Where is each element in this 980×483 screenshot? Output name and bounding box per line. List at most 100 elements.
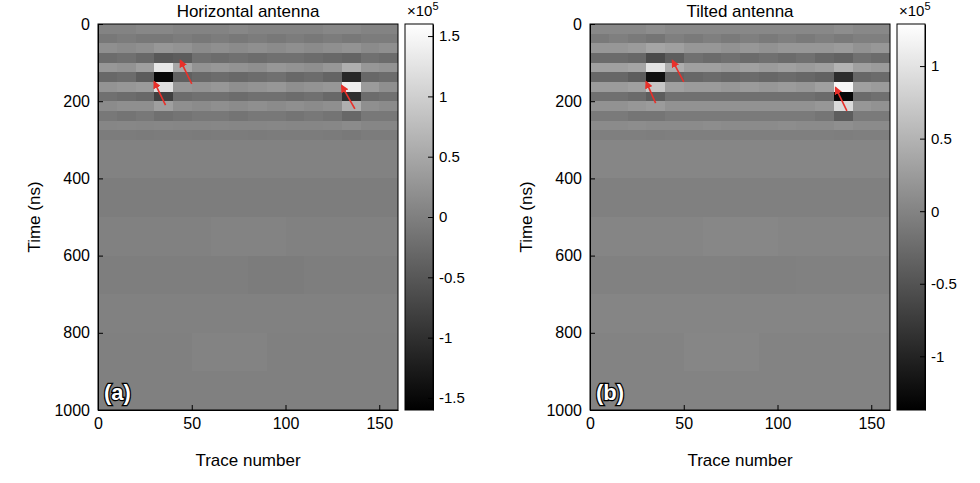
y-tick-mark <box>590 410 595 411</box>
heatmap-cell <box>590 82 609 92</box>
heatmap-cell <box>304 140 323 179</box>
heatmap-cell <box>778 140 797 179</box>
heatmap-cell <box>721 217 740 256</box>
heatmap-cell <box>267 43 286 53</box>
heatmap-cell <box>740 92 759 102</box>
heatmap-cell <box>778 92 797 102</box>
heatmap-cell <box>590 130 609 140</box>
heatmap-cell <box>628 34 647 44</box>
heatmap-cell <box>684 82 703 92</box>
heatmap-cell <box>229 101 248 111</box>
heatmap-cell <box>229 371 248 410</box>
heatmap-cell <box>609 178 628 217</box>
heatmap-cell <box>192 92 211 102</box>
heatmap-cell <box>136 101 155 111</box>
heatmap-cell <box>211 24 230 34</box>
heatmap-cell <box>211 34 230 44</box>
heatmap-cell <box>379 371 398 410</box>
plot-area <box>98 24 398 410</box>
heatmap-cell <box>740 63 759 73</box>
y-tick-mark <box>590 333 595 334</box>
heatmap-cell <box>853 294 872 333</box>
heatmap-cell <box>740 34 759 44</box>
heatmap-cell <box>304 111 323 121</box>
heatmap-cell <box>590 43 609 53</box>
heatmap-cell <box>248 82 267 92</box>
heatmap-cell <box>267 371 286 410</box>
heatmap-cell <box>304 178 323 217</box>
heatmap-cell <box>590 72 609 82</box>
x-tick: 150 <box>366 405 393 432</box>
heatmap-cell <box>136 43 155 53</box>
colorbar-tick: 0 <box>920 202 939 219</box>
heatmap-cell <box>721 111 740 121</box>
heatmap-cell <box>778 72 797 82</box>
arrow <box>646 82 655 103</box>
arrow <box>342 86 355 109</box>
heatmap-cell <box>815 34 834 44</box>
heatmap-cell <box>211 101 230 111</box>
colorbar-tick-label: -1 <box>931 348 944 365</box>
heatmap-cell <box>211 256 230 295</box>
heatmap-cell <box>117 63 136 73</box>
heatmap-cell <box>871 63 890 73</box>
x-axis-line <box>99 410 399 411</box>
heatmap-cell <box>796 256 815 295</box>
x-tick-mark <box>684 405 685 410</box>
heatmap-cell <box>248 217 267 256</box>
heatmap-cell <box>229 34 248 44</box>
heatmap-cell <box>665 111 684 121</box>
heatmap-cell <box>342 63 361 73</box>
heatmap-cell <box>646 34 665 44</box>
heatmap-cell <box>98 24 117 34</box>
heatmap-cell <box>703 63 722 73</box>
heatmap-cell <box>211 294 230 333</box>
heatmap-cell <box>173 140 192 179</box>
heatmap-cell <box>703 72 722 82</box>
heatmap-cell <box>173 24 192 34</box>
x-tick-mark <box>379 405 380 410</box>
heatmap-cell <box>211 63 230 73</box>
heatmap-cell <box>173 43 192 53</box>
heatmap-cell <box>361 371 380 410</box>
y-tick: 1000 <box>546 402 595 419</box>
heatmap-cell <box>117 130 136 140</box>
heatmap-cell <box>646 256 665 295</box>
heatmap-cell <box>796 333 815 372</box>
heatmap-cell <box>192 101 211 111</box>
heatmap-cell <box>211 53 230 63</box>
heatmap-cell <box>703 333 722 372</box>
heatmap-cell <box>684 63 703 73</box>
x-tick-label: 0 <box>586 415 595 432</box>
multiplier-exponent: 5 <box>432 0 438 12</box>
heatmap-cell <box>342 140 361 179</box>
heatmap-cell <box>304 43 323 53</box>
heatmap-cell <box>98 101 117 111</box>
heatmap-cell <box>796 101 815 111</box>
colorbar-tick: 0 <box>428 208 447 225</box>
heatmap-cell <box>267 53 286 63</box>
heatmap-cell <box>646 111 665 121</box>
y-axis: 02004006008001000 <box>54 16 103 419</box>
heatmap-cell <box>192 371 211 410</box>
y-tick-label: 400 <box>63 170 90 187</box>
heatmap-cell <box>342 43 361 53</box>
heatmap-cell <box>665 178 684 217</box>
colorbar-axis-line <box>925 25 926 411</box>
heatmap-cell <box>834 53 853 63</box>
heatmap-cell <box>173 82 192 92</box>
heatmap-cell <box>248 121 267 131</box>
heatmap-cell <box>323 371 342 410</box>
heatmap-cell <box>590 63 609 73</box>
heatmap-cell <box>323 72 342 82</box>
heatmap-cell <box>853 43 872 53</box>
heatmap-cell <box>192 294 211 333</box>
heatmap-cell <box>117 101 136 111</box>
heatmap-cell <box>759 333 778 372</box>
colorbar-tick-label: -0.5 <box>439 269 465 286</box>
colorbar-tick-label: 0.5 <box>439 148 460 165</box>
heatmap-cell <box>173 178 192 217</box>
x-axis-title: Trace number <box>687 451 793 470</box>
heatmap-cell <box>646 72 665 82</box>
heatmap-cell <box>136 256 155 295</box>
